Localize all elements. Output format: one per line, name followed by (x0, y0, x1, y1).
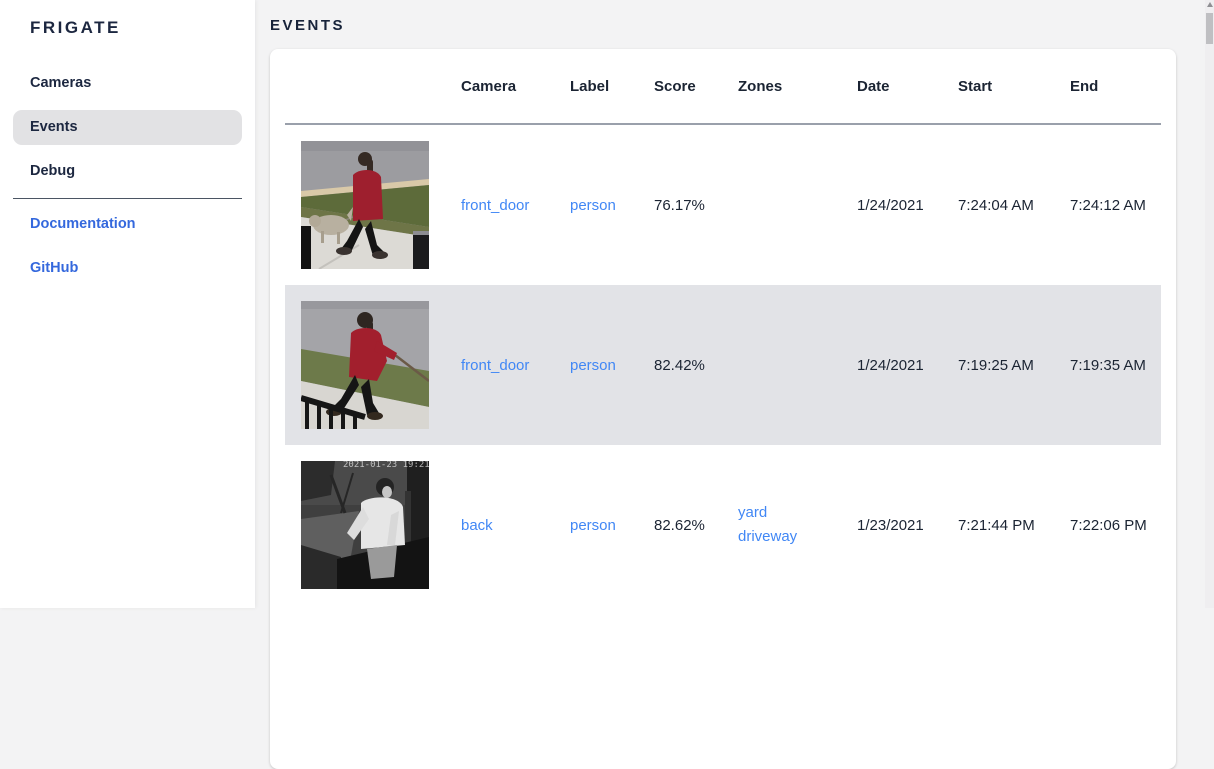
camera-link[interactable]: front_door (461, 196, 530, 214)
camera-cell: front_door (461, 357, 570, 374)
column-header-date: Date (857, 77, 890, 95)
label-link[interactable]: person (570, 196, 616, 214)
sidebar-divider (13, 198, 242, 199)
event-thumbnail-image[interactable]: 2021-01-23 19:21:52 (301, 461, 429, 589)
start-cell: 7:24:04 AM (958, 196, 1034, 214)
date-cell: 1/24/2021 (857, 196, 924, 214)
main-content: EVENTS Camera Label Score Zones Date Sta… (255, 0, 1214, 769)
end-cell: 7:22:06 PM (1070, 516, 1147, 534)
column-header-camera: Camera (461, 77, 517, 95)
sidebar: FRIGATE Cameras Events Debug Documentati… (0, 0, 255, 608)
start-cell: 7:21:44 PM (958, 516, 1035, 534)
zones-cell: yard driveway (738, 501, 857, 549)
label-link[interactable]: person (570, 356, 616, 374)
end-cell: 7:24:12 AM (1070, 196, 1146, 214)
app-logo: FRIGATE (30, 18, 121, 37)
camera-link[interactable]: front_door (461, 356, 530, 374)
event-row: front_door person 82.42% 1/24/2021 7:19:… (285, 285, 1161, 445)
event-row: front_door person 76.17% 1/24/2021 7:24:… (285, 125, 1161, 285)
date-cell: 1/23/2021 (857, 516, 924, 534)
column-header-end: End (1070, 77, 1099, 95)
camera-link[interactable]: back (461, 516, 493, 534)
sidebar-link-github[interactable]: GitHub (30, 260, 79, 276)
date-cell: 1/24/2021 (857, 356, 924, 374)
column-header-score: Score (654, 77, 696, 95)
sidebar-item-debug[interactable]: Debug (30, 163, 76, 179)
sidebar-item-cameras[interactable]: Cameras (30, 75, 92, 91)
scrollbar-thumb[interactable] (1206, 13, 1213, 44)
score-cell: 82.42% (654, 356, 705, 374)
start-cell: 7:19:25 AM (958, 356, 1034, 374)
page-title: EVENTS (270, 17, 346, 34)
end-cell: 7:19:35 AM (1070, 356, 1146, 374)
thumbnail-cell (285, 301, 461, 429)
column-header-label: Label (570, 77, 610, 95)
label-cell: person (570, 517, 654, 534)
column-header-start: Start (958, 77, 993, 95)
sidebar-link-documentation[interactable]: Documentation (30, 216, 136, 232)
event-row: 2021-01-23 19:21:52 back person 82.62% y… (285, 445, 1161, 605)
table-header-row: Camera Label Score Zones Date Start End (285, 49, 1161, 125)
sidebar-nav: Cameras Events Debug Documentation GitHu… (0, 66, 255, 286)
camera-cell: back (461, 517, 570, 534)
score-cell: 76.17% (654, 196, 705, 214)
events-card: Camera Label Score Zones Date Start End (270, 49, 1176, 769)
zone-link[interactable]: yard (738, 504, 768, 521)
event-thumbnail-image[interactable] (301, 301, 429, 429)
svg-text:2021-01-23 19:21:52: 2021-01-23 19:21:52 (343, 461, 429, 470)
label-cell: person (570, 197, 654, 214)
events-table: Camera Label Score Zones Date Start End (285, 49, 1161, 605)
thumbnail-cell (285, 141, 461, 269)
sidebar-item-events[interactable]: Events (13, 110, 242, 145)
label-cell: person (570, 357, 654, 374)
camera-cell: front_door (461, 197, 570, 214)
label-link[interactable]: person (570, 516, 616, 534)
scrollbar[interactable] (1205, 0, 1214, 608)
scrollbar-up-arrow[interactable] (1206, 2, 1213, 7)
column-header-zones: Zones (738, 77, 783, 95)
score-cell: 82.62% (654, 516, 705, 534)
event-thumbnail-image[interactable] (301, 141, 429, 269)
thumbnail-cell: 2021-01-23 19:21:52 (285, 461, 461, 589)
zone-link[interactable]: driveway (738, 528, 798, 545)
